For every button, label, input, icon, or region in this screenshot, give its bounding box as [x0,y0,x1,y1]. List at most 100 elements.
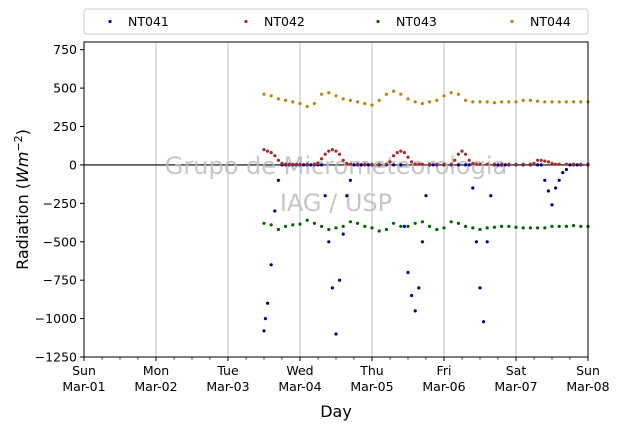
data-point [305,218,309,222]
data-point [266,149,270,153]
data-point [402,224,406,228]
data-point [550,100,554,104]
y-tick-label: −1000 [35,311,77,326]
data-point [471,226,475,230]
data-point [269,263,273,267]
data-point [406,270,410,275]
data-point [453,158,457,162]
x-tick-label-day: Sat [506,363,527,378]
data-point [327,91,331,95]
x-tick-label-day: Mon [143,363,169,378]
data-point [471,161,475,165]
legend-marker [108,19,112,24]
data-point [262,92,266,96]
data-point [579,100,583,104]
data-point [543,226,547,230]
data-point [539,158,543,162]
data-point [298,101,302,106]
data-point [276,97,280,101]
legend-label: NT044 [530,14,571,29]
data-point [442,94,446,98]
data-point [464,98,468,102]
data-point [312,162,316,166]
data-point [489,194,493,198]
data-point [460,149,464,153]
data-point [287,162,291,166]
data-point [572,100,576,104]
data-point [269,223,273,227]
data-point [327,240,331,244]
data-point [280,161,284,165]
data-point [449,220,453,224]
watermark-line1: Grupo de Micrometeorologia [165,152,507,180]
data-point [262,221,266,225]
data-point [345,161,349,165]
data-point [413,309,417,313]
data-point [550,224,554,228]
data-point [392,154,396,158]
data-point [384,227,388,232]
data-point [363,162,367,166]
data-point [550,203,554,207]
data-point [478,100,482,104]
data-point [514,100,518,104]
data-point [528,162,533,166]
data-point [464,163,468,167]
data-point [417,286,421,290]
data-point [291,100,295,104]
y-tick-label: −250 [43,196,77,211]
data-point [492,101,496,105]
data-point [554,186,558,190]
data-point [334,226,338,230]
data-point [356,221,360,225]
legend-label: NT043 [396,14,437,29]
data-point [435,227,439,232]
y-tick-label: 250 [53,119,77,134]
data-point [536,163,540,167]
watermark-line2: IAG / USP [280,189,392,217]
data-point [557,162,561,166]
data-point [564,224,569,228]
data-point [485,100,489,104]
data-point [449,162,453,166]
data-point [298,222,302,226]
data-point [338,152,342,156]
data-point [327,227,331,232]
data-point [485,162,489,166]
data-point [496,163,500,167]
data-point [456,152,460,156]
data-point [442,226,446,230]
data-point [348,98,352,102]
data-point [370,226,374,230]
data-point [330,148,334,152]
data-point [575,163,579,167]
data-point [521,226,525,230]
legend-marker [244,19,248,24]
data-point [334,149,338,153]
data-point [557,178,561,182]
data-point [356,162,360,166]
data-point [428,162,432,166]
data-point [485,226,489,230]
data-point [348,220,352,224]
data-point [366,163,370,167]
data-point [392,163,396,167]
data-point [345,194,349,198]
data-point [420,101,424,106]
data-point [564,100,569,104]
data-point [309,163,313,167]
data-point [464,152,468,156]
y-tick-label: −750 [43,273,77,288]
legend: NT041 NT042 NT043 NT044 [83,8,589,35]
x-tick-label-day: Sun [72,363,96,378]
data-point [579,224,583,228]
x-tick-label-date: Mar-07 [494,379,537,394]
data-point [320,92,324,96]
data-point [320,157,324,161]
data-point [557,224,561,228]
data-point [316,161,320,165]
data-point [528,226,533,230]
data-point [536,158,540,162]
data-point [543,178,547,182]
data-point [442,162,446,166]
